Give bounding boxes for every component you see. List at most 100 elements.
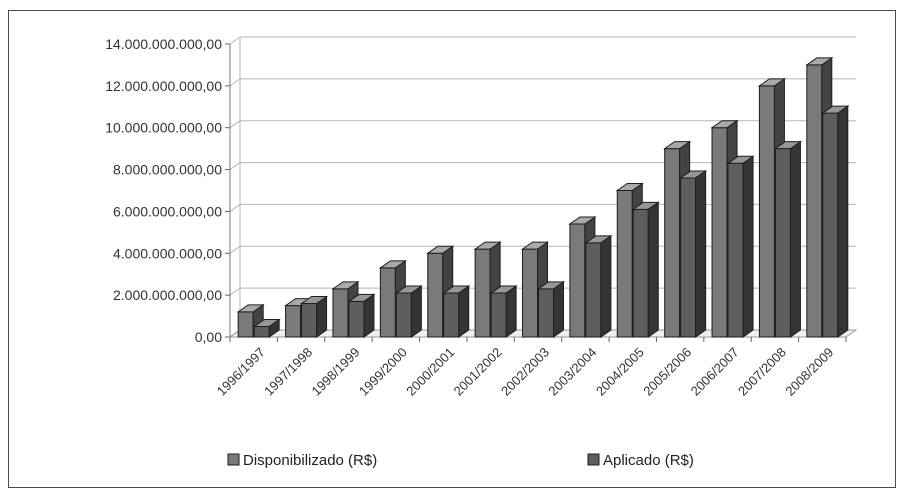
gridline-depth xyxy=(229,204,241,212)
bar-top xyxy=(726,155,755,164)
x-tick-label: 2001/2002 xyxy=(451,345,505,399)
bar-top xyxy=(584,235,613,244)
bar-front xyxy=(285,305,302,338)
bar-top xyxy=(236,304,265,313)
bar-front xyxy=(522,248,538,338)
bar-aplicado xyxy=(631,201,660,338)
bar-side xyxy=(458,285,470,338)
bar-side xyxy=(505,285,517,338)
gridline-depth xyxy=(229,245,241,254)
x-tick-label: 1998/1999 xyxy=(309,345,363,399)
gridline-depth xyxy=(229,287,241,296)
legend-swatch xyxy=(227,453,240,466)
legend-item-disponibilizado: Disponibilizado (R$) xyxy=(227,452,377,469)
x-tick-label: 2006/2007 xyxy=(688,345,742,399)
y-tick-label: 8.000.000.000,00 xyxy=(113,162,222,178)
bar-front xyxy=(616,190,633,338)
bar-front xyxy=(332,288,349,338)
bars xyxy=(236,56,850,338)
gridline-depth xyxy=(229,78,241,87)
bar-top xyxy=(757,78,787,87)
bar-top xyxy=(679,170,708,179)
legend-label: Disponibilizado (R$) xyxy=(243,452,377,469)
legend: Disponibilizado (R$) Aplicado (R$) xyxy=(227,452,694,469)
bar-front xyxy=(538,288,554,338)
bar-top xyxy=(299,296,329,305)
x-tick-label: 1997/1998 xyxy=(261,345,315,399)
bar-top xyxy=(536,281,566,290)
bar-front xyxy=(758,85,775,338)
bar-aplicado xyxy=(252,318,281,338)
bar-top xyxy=(805,57,834,66)
bar-side xyxy=(553,280,564,338)
bar-top xyxy=(347,293,376,302)
bar-top xyxy=(821,105,850,114)
bar-aplicado xyxy=(442,285,471,338)
x-tick-label: 2007/2008 xyxy=(735,345,789,399)
bar-top xyxy=(663,141,692,150)
x-tick-label: 2008/2009 xyxy=(782,345,836,399)
x-tick-label: 2003/2004 xyxy=(545,345,599,399)
bar-aplicado xyxy=(584,234,613,338)
legend-item-aplicado: Aplicado (R$) xyxy=(587,452,694,469)
bar-aplicado xyxy=(299,295,329,338)
bar-aplicado xyxy=(347,293,376,338)
bar-front xyxy=(237,311,254,338)
bar-top xyxy=(520,241,550,250)
bar-top xyxy=(473,241,502,250)
x-tick-label: 2005/2006 xyxy=(640,345,694,399)
bar-front xyxy=(427,252,444,338)
bar-front xyxy=(585,242,602,338)
bar-aplicado xyxy=(394,285,423,338)
bar-side xyxy=(695,169,707,338)
x-axis-tick-labels: 1996/19971997/19981998/19991999/20002000… xyxy=(214,345,837,399)
y-tick-label: 6.000.000.000,00 xyxy=(113,203,222,219)
x-tick-label: 1999/2000 xyxy=(356,345,410,399)
bar-front xyxy=(680,177,697,338)
bar-top xyxy=(710,120,739,129)
x-tick-label: 2004/2005 xyxy=(593,345,647,399)
legend-label: Aplicado (R$) xyxy=(603,452,694,469)
bar-aplicado xyxy=(773,140,803,338)
bar-front xyxy=(490,292,507,338)
bar-front xyxy=(727,162,744,338)
bar-aplicado xyxy=(489,285,518,338)
bar-front xyxy=(569,223,586,338)
y-tick-label: 2.000.000.000,00 xyxy=(113,287,222,303)
legend-swatch xyxy=(587,453,600,466)
bar-front xyxy=(395,292,412,338)
bar-front xyxy=(806,64,823,338)
y-axis-tick-labels: 0,00 2.000.000.000,00 4.000.000.000,00 6.00… xyxy=(105,36,222,345)
bar-front xyxy=(632,208,649,338)
gridline-depth xyxy=(229,162,241,170)
bar-aplicado xyxy=(536,280,566,338)
bar-front xyxy=(822,112,839,338)
gridline-depth xyxy=(229,120,241,129)
y-tick-label: 14.000.000.000,00 xyxy=(105,36,222,52)
bar-front xyxy=(253,326,270,338)
bar-aplicado xyxy=(679,169,708,338)
bar-top xyxy=(615,183,644,191)
bar-top xyxy=(773,141,803,150)
bar-side xyxy=(410,285,422,338)
gridline-depth xyxy=(229,36,241,45)
bar-top xyxy=(252,319,281,328)
bar-top xyxy=(394,285,423,294)
y-tick-label: 10.000.000.000,00 xyxy=(105,120,222,136)
bar-side xyxy=(742,155,754,338)
bar-top xyxy=(331,281,360,290)
bar-front xyxy=(774,148,791,338)
bar-side xyxy=(837,105,849,338)
bar-top xyxy=(631,201,660,210)
bar-front xyxy=(443,292,460,338)
bar-front xyxy=(301,303,318,338)
bar-front xyxy=(474,248,491,338)
y-tick-label: 0,00 xyxy=(195,329,222,345)
y-tick-label: 4.000.000.000,00 xyxy=(113,245,222,261)
bar-top xyxy=(489,285,518,294)
y-tick-label: 12.000.000.000,00 xyxy=(105,78,222,94)
bar-side xyxy=(600,234,612,338)
bar-front xyxy=(379,267,396,338)
bar-aplicado xyxy=(821,105,850,338)
